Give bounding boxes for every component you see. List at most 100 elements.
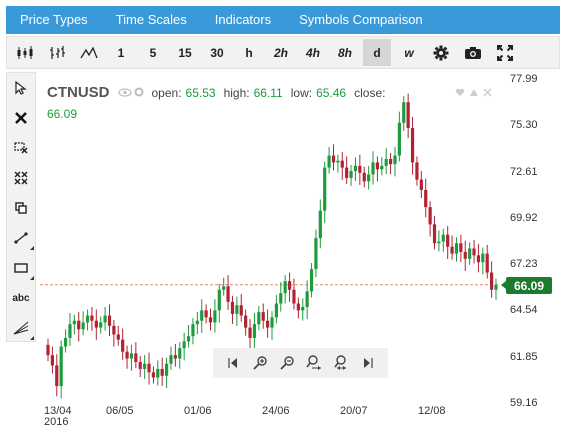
- y-tick-label: 72.61: [510, 165, 538, 178]
- timeframe-2h-button[interactable]: 2h: [273, 45, 288, 60]
- candle-body: [85, 315, 90, 323]
- candle-body: [77, 320, 81, 330]
- clone-drawing-icon[interactable]: [7, 193, 35, 223]
- candle-body: [375, 162, 380, 170]
- timeframe-d-button[interactable]: d: [363, 39, 391, 66]
- zoom-out-icon[interactable]: [276, 352, 298, 374]
- candle-body: [182, 341, 186, 349]
- eye-icon[interactable]: [117, 86, 132, 100]
- scroll-right-icon[interactable]: [357, 352, 379, 374]
- candle-body: [345, 167, 349, 178]
- text-tool-label: abc: [12, 292, 30, 304]
- heart-icon[interactable]: [455, 88, 465, 97]
- line-chart-icon[interactable]: [75, 39, 103, 66]
- rectangle-tool-icon[interactable]: [7, 253, 35, 283]
- fan-lines-icon[interactable]: [7, 313, 35, 343]
- trend-line-icon[interactable]: [7, 223, 35, 253]
- candle-body: [406, 102, 410, 129]
- candle-body: [217, 289, 221, 311]
- zoom-range-icon[interactable]: [303, 352, 325, 374]
- y-tick-label: 64.54: [510, 304, 538, 317]
- candle-body: [362, 172, 366, 182]
- candle-body: [169, 355, 173, 364]
- scroll-left-icon[interactable]: [222, 352, 244, 374]
- candle-body: [226, 286, 230, 302]
- candle-body: [274, 303, 278, 318]
- y-tick-label: 77.99: [510, 73, 538, 85]
- fullscreen-icon[interactable]: [491, 39, 519, 66]
- x-tick-label: 24/06: [262, 405, 290, 417]
- candle-body: [72, 320, 76, 325]
- cursor-arrow-icon[interactable]: [7, 73, 35, 103]
- candle-body: [371, 162, 375, 175]
- close-icon[interactable]: [483, 88, 492, 97]
- candle-body: [296, 303, 300, 311]
- candle-body: [283, 281, 287, 294]
- candle-body: [178, 348, 182, 359]
- candle-body: [450, 246, 454, 254]
- candle-body: [476, 255, 481, 263]
- candle-body: [336, 160, 340, 163]
- x-axis-year: 2016: [44, 416, 69, 428]
- candle-body: [204, 310, 208, 318]
- settings-icon[interactable]: [134, 86, 144, 100]
- triangle-up-icon[interactable]: [469, 88, 479, 97]
- menu-indicators[interactable]: Indicators: [214, 12, 272, 27]
- candle-body: [266, 320, 270, 328]
- candle-body: [287, 281, 292, 290]
- candle-body: [81, 322, 85, 330]
- legend-tools: [455, 88, 492, 97]
- candle-body: [270, 317, 274, 328]
- timeframe-4h-button[interactable]: 4h: [305, 45, 320, 60]
- candle-body: [103, 315, 107, 323]
- candle-body: [147, 363, 151, 373]
- price-chart[interactable]: [40, 72, 500, 404]
- candle-body: [380, 165, 384, 170]
- y-tick-label: 59.16: [510, 397, 538, 409]
- candle-body: [94, 320, 98, 328]
- candle-body: [393, 155, 397, 165]
- delete-selected-icon[interactable]: [7, 133, 35, 163]
- timeframe-h-button[interactable]: h: [245, 45, 253, 60]
- menu-price-types[interactable]: Price Types: [20, 12, 88, 27]
- top-menu-bar: Price Types Time Scales Indicators Symbo…: [6, 6, 560, 34]
- chart-navigation-bar: [213, 348, 388, 378]
- zoom-reset-icon[interactable]: [330, 352, 352, 374]
- delete-drawings-icon[interactable]: [7, 103, 35, 133]
- candle-body: [432, 224, 437, 244]
- timeframe-15-button[interactable]: 15: [178, 45, 192, 60]
- candle-body: [195, 320, 199, 325]
- close-label: close:: [354, 85, 386, 100]
- candlestick-chart-icon[interactable]: [11, 39, 39, 66]
- candle-body: [441, 234, 445, 242]
- timeframe-30-button[interactable]: 30: [210, 45, 224, 60]
- menu-time-scales[interactable]: Time Scales: [115, 12, 187, 27]
- y-tick-label: 61.85: [510, 350, 538, 363]
- ohlc-bars-icon[interactable]: [43, 39, 71, 66]
- candle-body: [424, 189, 428, 208]
- timeframe-1-button[interactable]: 1: [117, 45, 125, 60]
- timeframe-8h-button[interactable]: 8h: [337, 45, 352, 60]
- candle-body: [235, 305, 239, 314]
- candle-body: [446, 234, 450, 247]
- camera-icon[interactable]: [459, 39, 487, 66]
- candle-body: [59, 346, 63, 387]
- timeframe-w-button[interactable]: w: [404, 45, 414, 60]
- zoom-in-icon[interactable]: [249, 352, 271, 374]
- delete-multiple-icon[interactable]: [7, 163, 35, 193]
- x-tick-label: 06/05: [106, 405, 134, 417]
- candle-body: [454, 243, 459, 254]
- candle-body: [239, 305, 243, 316]
- menu-symbols-comparison[interactable]: Symbols Comparison: [299, 12, 423, 27]
- timeframe-5-button[interactable]: 5: [149, 45, 157, 60]
- candle-body: [200, 310, 204, 321]
- candle-body: [50, 355, 54, 366]
- candle-body: [121, 339, 125, 352]
- gear-icon[interactable]: [427, 39, 455, 66]
- candle-body: [116, 334, 120, 340]
- candle-body: [261, 312, 265, 321]
- candle-body: [213, 310, 217, 323]
- candle-body: [134, 353, 138, 363]
- text-tool-button[interactable]: abc: [7, 283, 35, 313]
- candle-body: [173, 355, 177, 359]
